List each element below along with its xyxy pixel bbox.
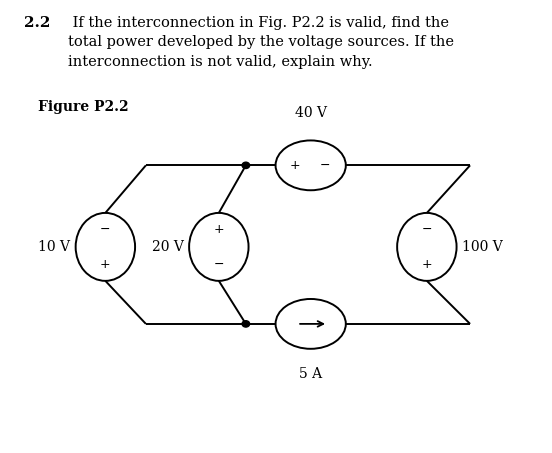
Text: 100 V: 100 V — [462, 240, 503, 254]
Text: interconnection is not valid, explain why.: interconnection is not valid, explain wh… — [67, 55, 372, 69]
Text: total power developed by the voltage sources. If the: total power developed by the voltage sou… — [67, 35, 454, 49]
Text: −: − — [214, 258, 224, 271]
Text: 2.2: 2.2 — [24, 16, 51, 30]
Circle shape — [242, 162, 250, 169]
Text: +: + — [422, 258, 432, 271]
Text: +: + — [214, 223, 224, 236]
Circle shape — [242, 321, 250, 327]
Text: −: − — [422, 223, 432, 236]
Text: 5 A: 5 A — [299, 367, 322, 381]
Text: +: + — [100, 258, 110, 271]
Text: If the interconnection in Fig. P2.2 is valid, find the: If the interconnection in Fig. P2.2 is v… — [67, 16, 449, 30]
Text: −: − — [100, 223, 110, 236]
Text: −: − — [320, 159, 331, 172]
Text: Figure P2.2: Figure P2.2 — [38, 100, 129, 114]
Text: 20 V: 20 V — [152, 240, 184, 254]
Text: 40 V: 40 V — [295, 106, 327, 120]
Text: +: + — [290, 159, 300, 172]
Text: 10 V: 10 V — [38, 240, 70, 254]
